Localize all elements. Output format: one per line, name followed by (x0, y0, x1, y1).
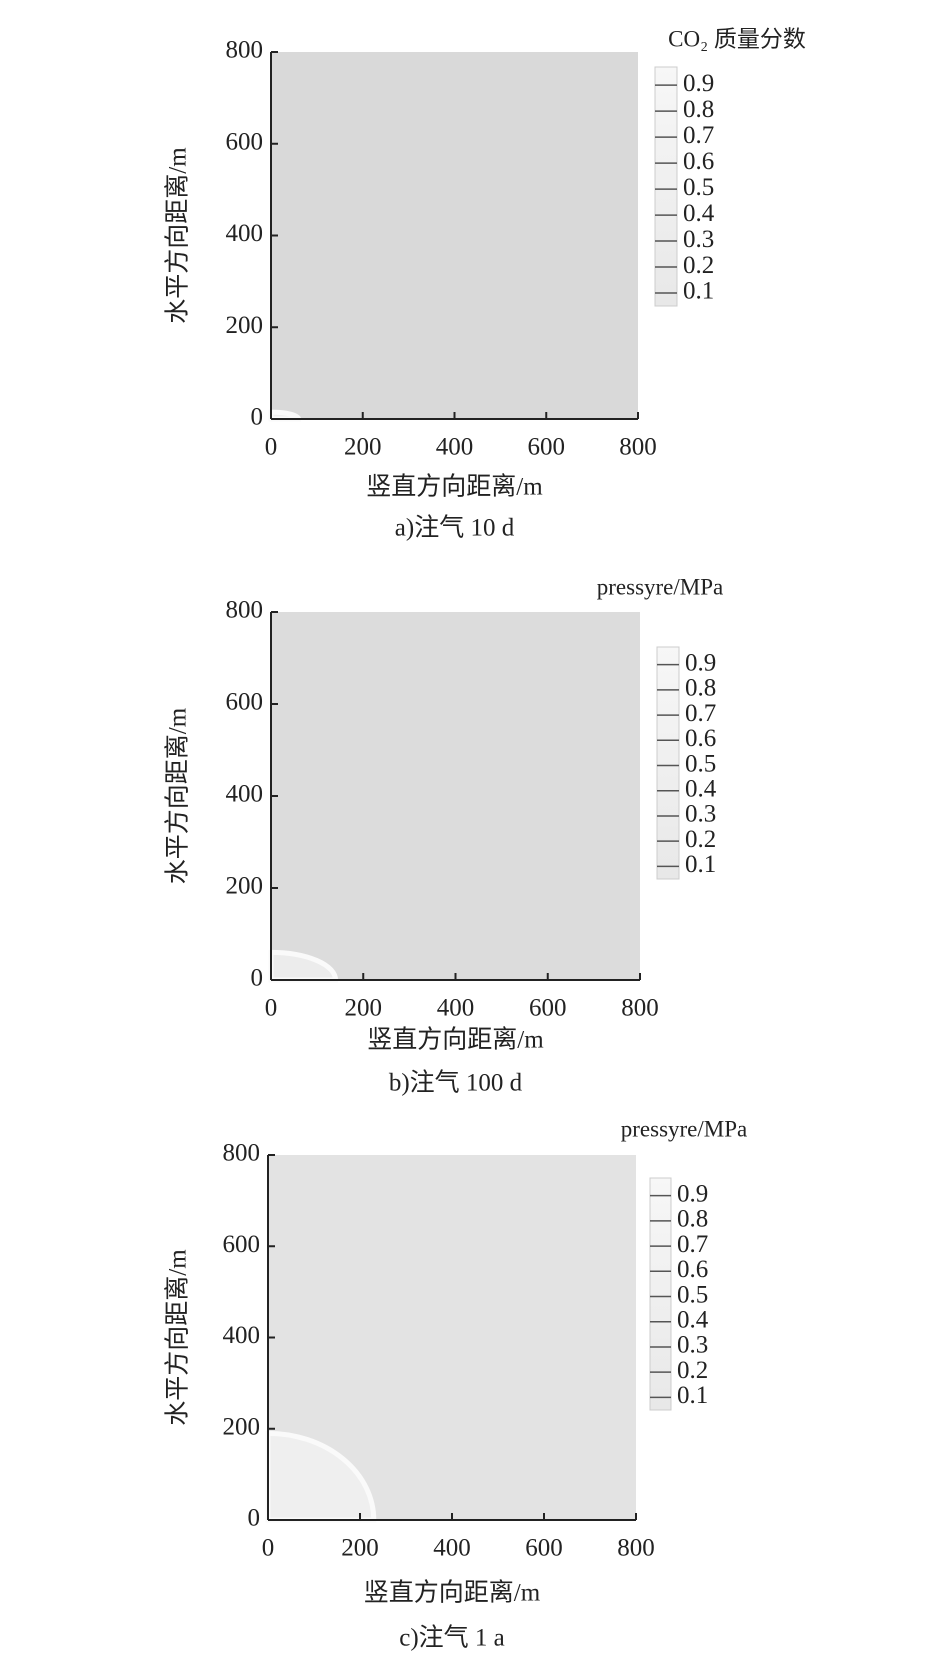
y-tick-label: 400 (226, 220, 264, 247)
x-tick-label: 600 (528, 434, 566, 461)
x-tick-label: 800 (617, 1535, 655, 1562)
x-tick-label: 200 (345, 995, 383, 1022)
colorbar-tick-label: 0.5 (685, 750, 716, 777)
x-axis-label: 竖直方向距离/m (364, 1579, 541, 1607)
x-tick-label: 400 (437, 995, 475, 1022)
y-axis-label: 水平方向距离/m (164, 147, 192, 324)
contour-field (271, 612, 640, 980)
x-tick-label: 600 (529, 995, 567, 1022)
x-tick-label: 0 (262, 1535, 275, 1562)
caption: b)注气 100 d (389, 1069, 523, 1097)
x-tick-label: 800 (621, 995, 659, 1022)
y-tick-label: 200 (226, 873, 264, 900)
y-tick-label: 200 (226, 312, 264, 339)
colorbar-tick-label: 0.5 (677, 1281, 708, 1308)
colorbar-tick-label: 0.7 (683, 122, 714, 149)
caption: a)注气 10 d (395, 514, 515, 542)
colorbar-tick-label: 0.9 (685, 649, 716, 676)
y-axis-label: 水平方向距离/m (164, 707, 192, 884)
x-tick-label: 200 (341, 1535, 379, 1562)
y-tick-label: 400 (226, 781, 264, 808)
colorbar-tick-label: 0.6 (683, 148, 714, 175)
colorbar-tick-label: 0.6 (677, 1256, 708, 1283)
y-tick-label: 600 (226, 689, 264, 716)
colorbar-tick-label: 0.2 (677, 1357, 708, 1384)
colorbar-tick-label: 0.3 (685, 801, 716, 828)
x-tick-label: 600 (525, 1535, 563, 1562)
plume (268, 409, 302, 422)
colorbar-tick-label: 0.9 (677, 1180, 708, 1207)
colorbar-tick-label: 0.2 (683, 252, 714, 279)
colorbar (654, 66, 678, 307)
colorbar-tick-label: 0.1 (677, 1382, 708, 1409)
y-tick-label: 800 (226, 37, 264, 64)
colorbar-tick-label: 0.1 (683, 278, 714, 305)
y-tick-label: 800 (226, 597, 264, 624)
y-tick-label: 0 (251, 404, 264, 431)
y-tick-label: 800 (223, 1140, 261, 1167)
colorbar-tick-label: 0.4 (683, 200, 715, 227)
y-tick-label: 0 (248, 1505, 261, 1532)
colorbar-tick-label: 0.4 (677, 1306, 709, 1333)
x-axis-label: 竖直方向距离/m (366, 473, 543, 501)
x-tick-label: 400 (436, 434, 474, 461)
colorbar-tick-label: 0.1 (685, 851, 716, 878)
colorbar-tick-label: 0.8 (677, 1206, 708, 1233)
y-axis-label: 水平方向距离/m (164, 1249, 192, 1426)
y-tick-label: 400 (223, 1322, 261, 1349)
y-tick-label: 200 (223, 1413, 261, 1440)
colorbar-tick-label: 0.3 (683, 226, 714, 253)
x-axis-label: 竖直方向距离/m (367, 1026, 544, 1054)
x-tick-label: 800 (619, 434, 657, 461)
colorbar-tick-label: 0.2 (685, 826, 716, 853)
x-tick-label: 0 (265, 434, 278, 461)
colorbar-tick-label: 0.6 (685, 725, 716, 752)
colorbar-tick-label: 0.7 (685, 700, 716, 727)
x-tick-label: 0 (265, 995, 278, 1022)
x-tick-label: 400 (433, 1535, 471, 1562)
colorbar-tick-label: 0.8 (683, 96, 714, 123)
y-tick-label: 0 (251, 965, 264, 992)
caption: c)注气 1 a (399, 1624, 505, 1652)
y-tick-label: 600 (223, 1231, 261, 1258)
colorbar (649, 1177, 672, 1411)
plume (265, 1430, 377, 1523)
colorbar-tick-label: 0.3 (677, 1332, 708, 1359)
colorbar-title: CO₂ 质量分数 (668, 26, 806, 51)
colorbar-title: pressyre/MPa (621, 1116, 747, 1141)
colorbar (656, 646, 680, 880)
colorbar-tick-label: 0.5 (683, 174, 714, 201)
colorbar-tick-label: 0.9 (683, 70, 714, 97)
contour-field (271, 52, 638, 419)
y-tick-label: 600 (226, 128, 264, 155)
colorbar-tick-label: 0.4 (685, 775, 717, 802)
x-tick-label: 200 (344, 434, 382, 461)
colorbar-tick-label: 0.8 (685, 675, 716, 702)
colorbar-tick-label: 0.7 (677, 1231, 708, 1258)
colorbar-title: pressyre/MPa (597, 574, 723, 599)
